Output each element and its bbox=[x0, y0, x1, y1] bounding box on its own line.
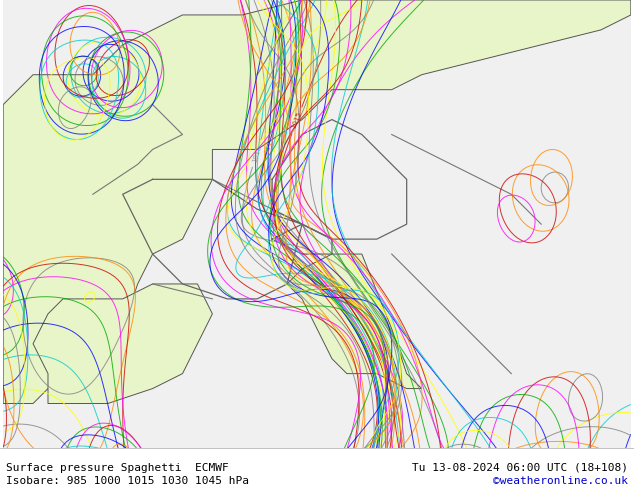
Text: ©weatheronline.co.uk: ©weatheronline.co.uk bbox=[493, 476, 628, 486]
Text: Isobare: 985 1000 1015 1030 1045 hPa: Isobare: 985 1000 1015 1030 1045 hPa bbox=[6, 476, 249, 486]
Text: 1015: 1015 bbox=[302, 267, 323, 289]
Polygon shape bbox=[287, 254, 422, 389]
Text: 1015: 1015 bbox=[264, 135, 275, 154]
Text: Surface pressure Spaghetti  ECMWF: Surface pressure Spaghetti ECMWF bbox=[6, 463, 229, 473]
Polygon shape bbox=[33, 284, 212, 404]
Text: Tu 13-08-2024 06:00 UTC (18+108): Tu 13-08-2024 06:00 UTC (18+108) bbox=[411, 463, 628, 473]
Text: 1015: 1015 bbox=[251, 144, 262, 163]
Text: 1015: 1015 bbox=[291, 111, 302, 130]
Polygon shape bbox=[3, 0, 631, 404]
